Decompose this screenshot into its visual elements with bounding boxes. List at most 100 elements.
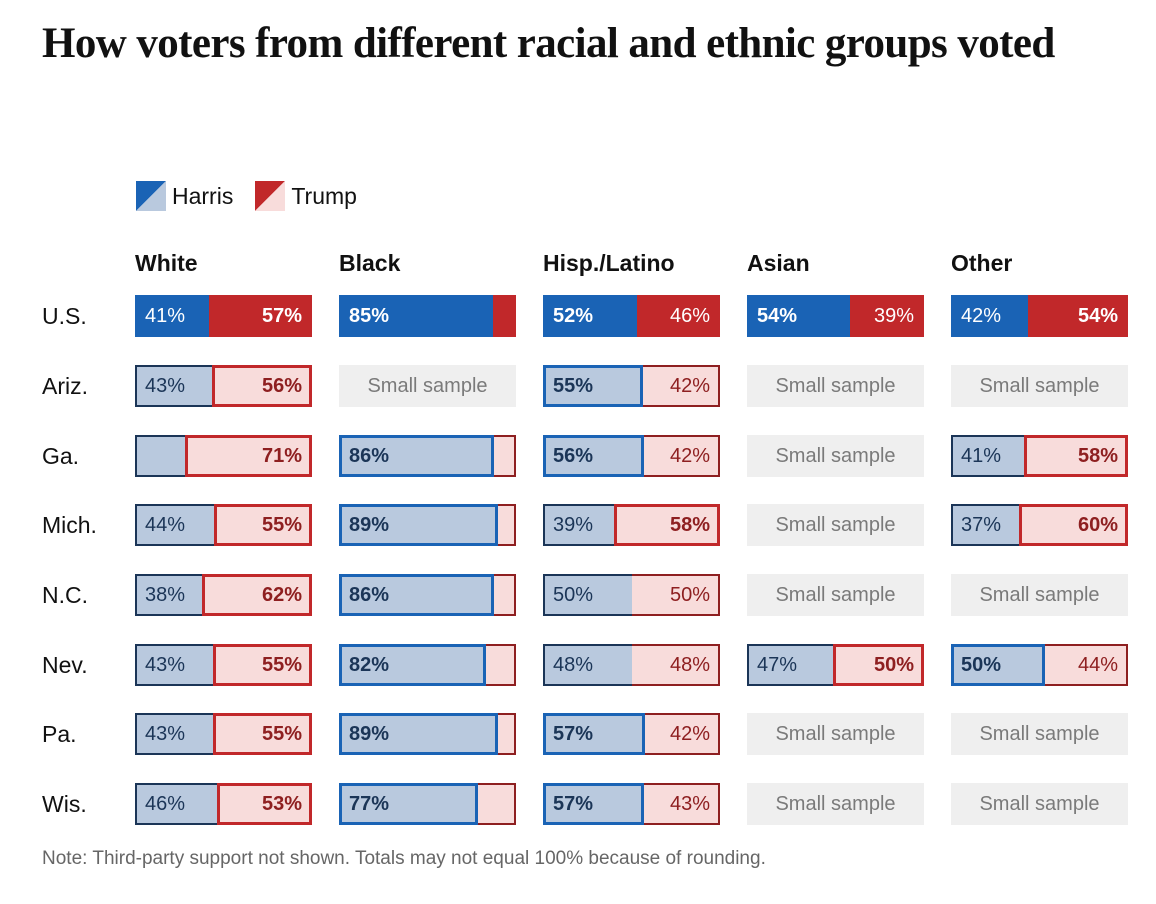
trump-swatch-icon xyxy=(255,181,286,211)
harris-segment: 46% xyxy=(135,783,217,825)
trump-segment: 56% xyxy=(212,365,312,407)
harris-segment: 77% xyxy=(339,783,478,825)
harris-value-label: 54% xyxy=(757,304,798,327)
trump-segment: 50% xyxy=(632,574,720,616)
harris-segment: 56% xyxy=(543,435,644,477)
small-sample-cell: Small sample xyxy=(951,783,1128,825)
harris-swatch-light xyxy=(136,181,166,211)
harris-segment: 37% xyxy=(951,504,1019,546)
result-bar-mich-white: 44% 55% xyxy=(135,504,312,546)
legend-item-harris: Harris xyxy=(136,181,233,211)
small-sample-cell: Small sample xyxy=(747,435,924,477)
trump-segment: 58% xyxy=(614,504,720,546)
harris-segment: 41% xyxy=(135,295,209,337)
harris-segment: 39% xyxy=(543,504,614,546)
harris-segment: 86% xyxy=(339,574,494,616)
row-label-u-s: U.S. xyxy=(42,303,87,329)
harris-segment: 42% xyxy=(951,295,1028,337)
harris-segment: 44% xyxy=(135,504,214,546)
result-bar-u-s-asian: 54% 39% xyxy=(747,295,924,337)
trump-segment: 60% xyxy=(1019,504,1128,546)
result-bar-wis-white: 46% 53% xyxy=(135,783,312,825)
result-bar-mich-hisp-latino: 39% 58% xyxy=(543,504,720,546)
trump-value-label: 42% xyxy=(669,444,710,467)
result-bar-nev-hisp-latino: 48% 48% xyxy=(543,644,720,686)
harris-segment: 43% xyxy=(135,713,213,755)
row-label-ariz: Ariz. xyxy=(42,373,88,399)
result-bar-u-s-other: 42% 54% xyxy=(951,295,1128,337)
harris-value-label: 55% xyxy=(553,374,594,397)
harris-value-label: 50% xyxy=(961,653,1002,676)
trump-swatch-light xyxy=(255,181,286,211)
trump-value-label: 62% xyxy=(261,583,302,606)
trump-value-label: 55% xyxy=(261,722,302,745)
trump-segment: 50% xyxy=(833,644,924,686)
harris-segment: 85% xyxy=(339,295,493,337)
legend-item-trump: Trump xyxy=(255,181,357,211)
trump-value-label: 54% xyxy=(1077,304,1118,327)
footnote: Note: Third-party support not shown. Tot… xyxy=(42,848,766,869)
harris-segment: 82% xyxy=(339,644,486,686)
harris-value-label: 86% xyxy=(349,444,390,467)
result-bar-ga-hisp-latino: 56% 42% xyxy=(543,435,720,477)
small-sample-cell: Small sample xyxy=(339,365,516,407)
chart-title: How voters from different racial and eth… xyxy=(42,20,1055,67)
legend-label-harris: Harris xyxy=(172,182,234,209)
result-bar-nev-other: 50% 44% xyxy=(951,644,1128,686)
harris-segment: 54% xyxy=(747,295,850,337)
harris-value-label: 41% xyxy=(961,444,1002,467)
trump-value-label: 46% xyxy=(669,304,710,327)
trump-segment xyxy=(486,644,516,686)
result-bar-n-c-black: 86% xyxy=(339,574,516,616)
small-sample-cell: Small sample xyxy=(951,713,1128,755)
trump-segment: 53% xyxy=(217,783,312,825)
trump-segment: 42% xyxy=(644,435,720,477)
harris-segment: 43% xyxy=(135,644,213,686)
trump-value-label: 50% xyxy=(669,583,710,606)
harris-segment: 89% xyxy=(339,504,498,546)
harris-value-label: 89% xyxy=(349,513,390,536)
trump-segment xyxy=(494,574,516,616)
small-sample-cell: Small sample xyxy=(951,574,1128,616)
harris-segment: 48% xyxy=(543,644,632,686)
trump-value-label: 42% xyxy=(669,374,710,397)
trump-segment: 42% xyxy=(643,365,720,407)
trump-value-label: 53% xyxy=(261,792,302,815)
trump-segment: 46% xyxy=(637,295,720,337)
result-bar-n-c-hisp-latino: 50% 50% xyxy=(543,574,720,616)
trump-value-label: 60% xyxy=(1077,513,1118,536)
result-bar-wis-hisp-latino: 57% 43% xyxy=(543,783,720,825)
harris-value-label: 50% xyxy=(553,583,594,606)
harris-segment: 57% xyxy=(543,713,645,755)
harris-segment xyxy=(135,435,185,477)
trump-segment: 42% xyxy=(645,713,720,755)
result-bar-nev-white: 43% 55% xyxy=(135,644,312,686)
harris-value-label: 86% xyxy=(349,583,390,606)
result-bar-ga-other: 41% 58% xyxy=(951,435,1128,477)
harris-value-label: 57% xyxy=(553,792,594,815)
trump-segment: 43% xyxy=(644,783,720,825)
trump-segment xyxy=(498,713,516,755)
trump-segment: 54% xyxy=(1028,295,1128,337)
harris-value-label: 44% xyxy=(145,513,186,536)
trump-segment: 55% xyxy=(214,504,312,546)
result-bar-pa-hisp-latino: 57% 42% xyxy=(543,713,720,755)
harris-segment: 52% xyxy=(543,295,637,337)
harris-value-label: 39% xyxy=(553,513,594,536)
small-sample-cell: Small sample xyxy=(747,504,924,546)
row-label-pa: Pa. xyxy=(42,721,77,747)
small-sample-cell: Small sample xyxy=(747,783,924,825)
column-header-asian: Asian xyxy=(747,250,810,276)
harris-segment: 55% xyxy=(543,365,643,407)
trump-value-label: 56% xyxy=(261,374,302,397)
trump-value-label: 71% xyxy=(261,444,302,467)
row-label-ga: Ga. xyxy=(42,443,80,469)
row-label-nev: Nev. xyxy=(42,652,88,678)
harris-value-label: 42% xyxy=(961,304,1002,327)
harris-segment: 41% xyxy=(951,435,1024,477)
column-header-other: Other xyxy=(951,250,1013,276)
harris-segment: 86% xyxy=(339,435,494,477)
harris-value-label: 56% xyxy=(553,444,594,467)
harris-segment: 38% xyxy=(135,574,202,616)
trump-value-label: 44% xyxy=(1077,653,1118,676)
